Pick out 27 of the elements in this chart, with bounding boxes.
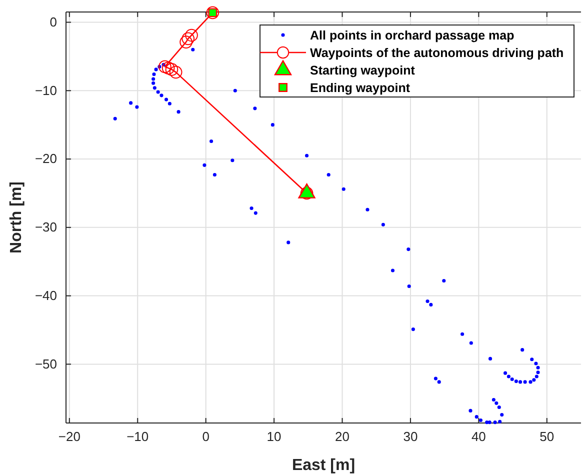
y-tick-label: −50	[34, 356, 57, 372]
point	[162, 62, 175, 74]
point	[180, 36, 192, 48]
y-tick-label: −30	[34, 220, 57, 235]
point	[158, 60, 172, 74]
x-axis-title: East [m]	[292, 457, 356, 474]
y-tick-label: −40	[34, 288, 57, 303]
x-tick-label: 10	[266, 429, 282, 444]
x-tick-label: −10	[126, 429, 149, 444]
x-tick-label: −20	[58, 429, 80, 444]
legend-label: All points in orchard passage map	[310, 28, 515, 42]
point	[169, 66, 182, 79]
x-tick-label: 20	[335, 429, 350, 444]
x-tick-label: 0	[202, 429, 210, 444]
legend-label: Ending waypoint	[310, 81, 411, 95]
legend-label: Starting waypoint	[310, 64, 416, 78]
y-tick-label: −10	[34, 82, 57, 98]
point	[182, 32, 195, 46]
point	[185, 28, 198, 42]
legend-label: Waypoints of the autonomous driving path	[310, 46, 564, 60]
x-tick-label: 30	[403, 429, 418, 444]
x-tick-label: 40	[471, 429, 486, 444]
y-tick-label: 0	[50, 14, 57, 30]
y-axis-title: North [m]	[8, 182, 25, 254]
x-tick-label: 50	[540, 429, 554, 444]
y-tick-label: −20	[34, 151, 57, 166]
point	[165, 63, 178, 76]
